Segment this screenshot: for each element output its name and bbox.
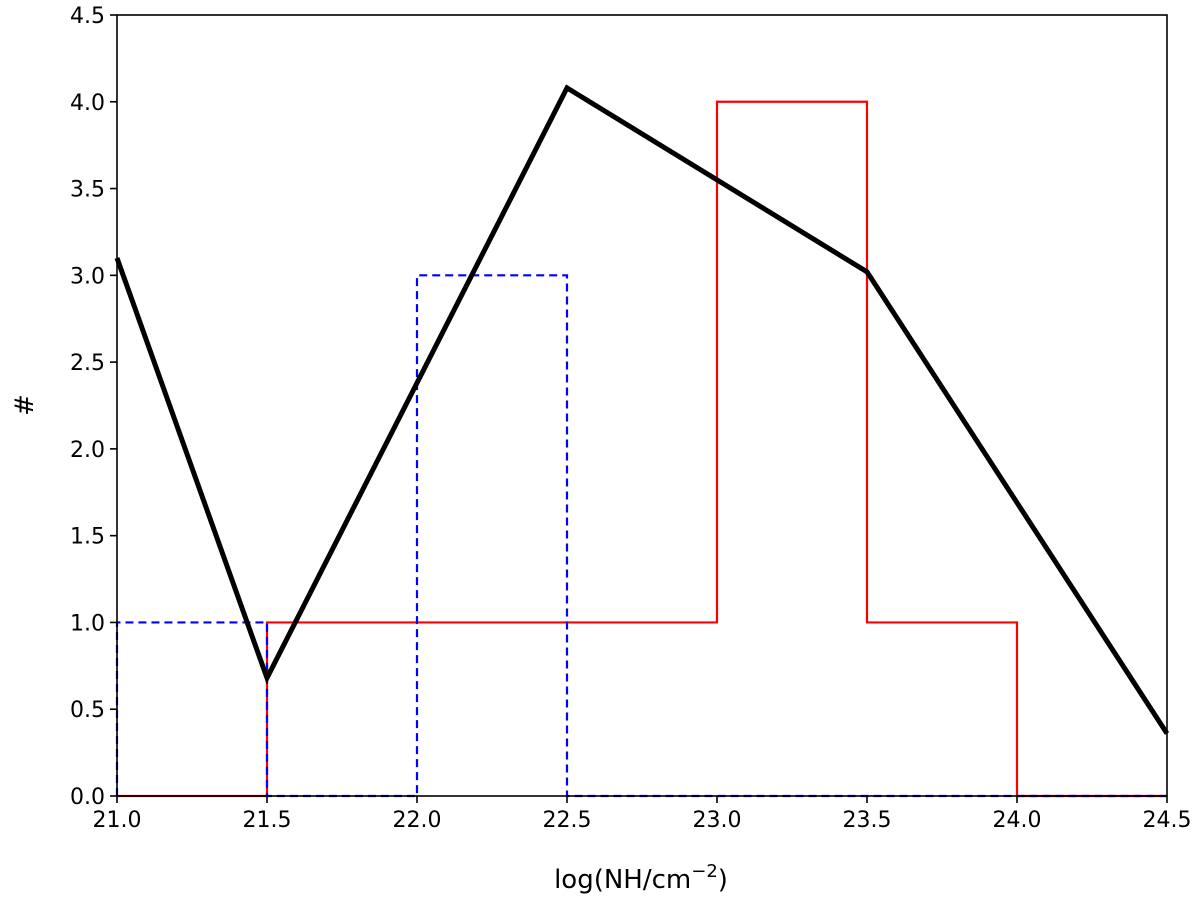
x-axis-label: log(NH/cm−2) — [554, 861, 728, 895]
y-tick-label: 3.0 — [70, 264, 105, 289]
x-axis: 21.0 21.5 22.0 22.5 23.0 23.5 24.0 24.5 — [93, 796, 1192, 833]
x-tick-label: 23.0 — [693, 808, 742, 833]
y-tick-label: 3.5 — [70, 178, 105, 203]
x-tick-label: 24.0 — [993, 808, 1042, 833]
x-tick-label: 23.5 — [843, 808, 892, 833]
y-tick-label: 2.5 — [70, 351, 105, 376]
y-tick-label: 0.0 — [70, 785, 105, 810]
y-tick-label: 1.0 — [70, 611, 105, 636]
y-tick-label: 2.0 — [70, 438, 105, 463]
y-axis-label: # — [10, 394, 40, 416]
x-tick-label: 22.0 — [393, 808, 442, 833]
plot-series — [114, 84, 1170, 798]
series-2-histogram — [115, 274, 1167, 798]
plot-frame — [116, 14, 1168, 797]
x-tick-label: 24.5 — [1143, 808, 1192, 833]
y-tick-label: 4.5 — [70, 4, 105, 29]
x-tick-label: 21.0 — [93, 808, 142, 833]
x-tick-label: 22.5 — [543, 808, 592, 833]
x-tick-label: 21.5 — [243, 808, 292, 833]
y-tick-label: 4.0 — [70, 91, 105, 116]
y-tick-label: 0.5 — [70, 698, 105, 723]
series-3-line — [114, 84, 1170, 735]
y-axis: 0.0 0.5 1.0 1.5 2.0 2.5 3.0 3.5 4.0 4.5 — [70, 4, 117, 810]
series-1-histogram — [117, 100, 1167, 798]
y-tick-label: 1.5 — [70, 525, 105, 550]
